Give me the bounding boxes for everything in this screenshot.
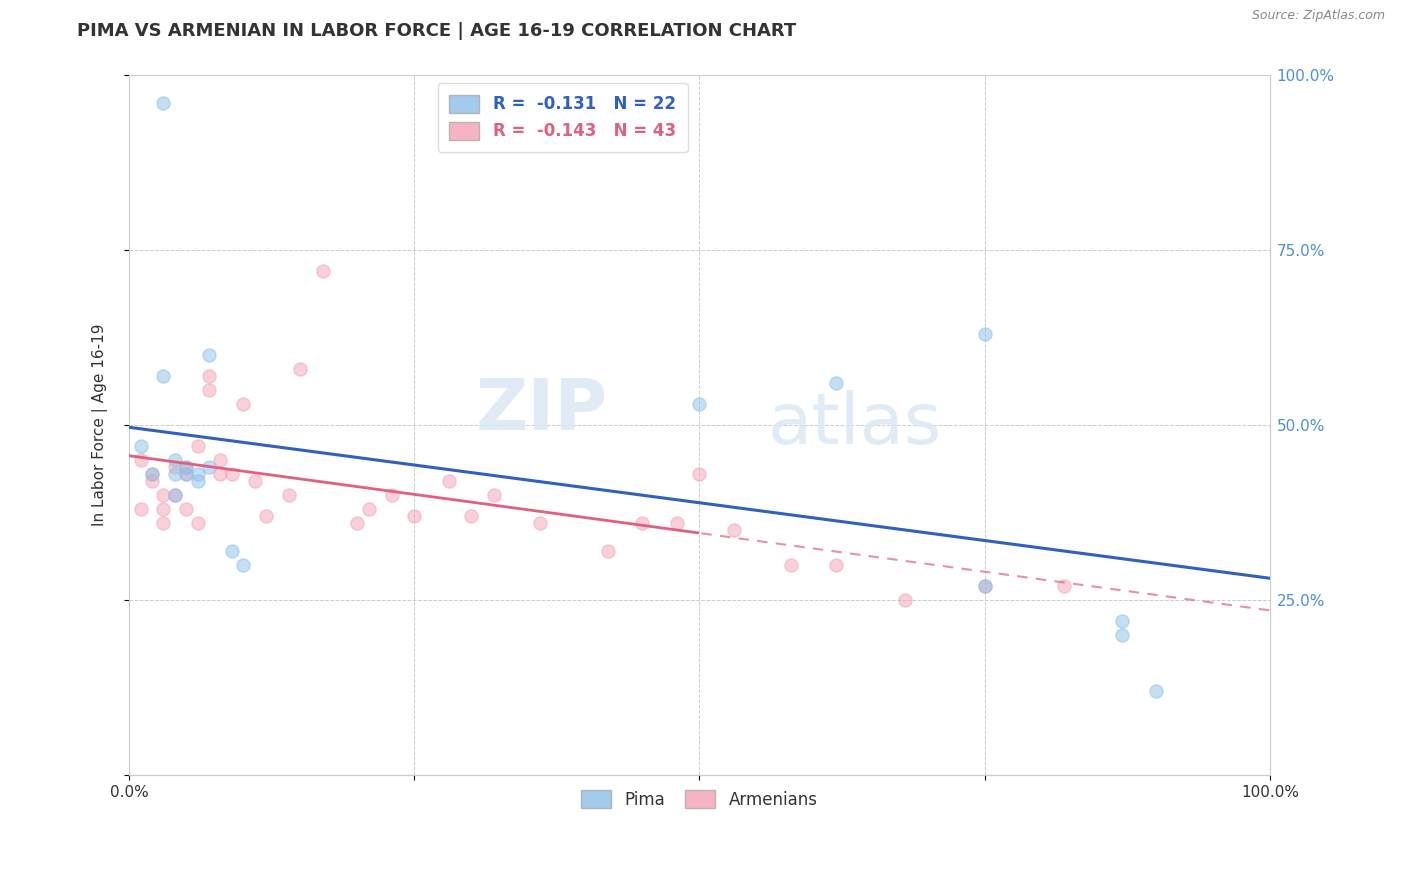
Point (152, 488, 174, 502)
Point (174, 467, 197, 481)
Point (174, 459, 197, 474)
Point (460, 508, 482, 523)
Text: ZIP: ZIP (477, 376, 609, 445)
Point (973, 579, 995, 593)
Point (163, 452, 186, 467)
Point (290, 361, 312, 376)
Point (141, 467, 163, 481)
Point (163, 459, 186, 474)
Point (598, 543, 620, 558)
Point (221, 467, 243, 481)
Point (152, 501, 174, 516)
Point (1111, 628, 1133, 642)
Point (232, 397, 254, 411)
Point (357, 501, 380, 516)
Point (380, 488, 402, 502)
Point (825, 376, 848, 390)
Point (723, 523, 745, 537)
Point (312, 263, 335, 277)
Point (152, 368, 174, 383)
Point (243, 474, 266, 488)
Point (973, 579, 995, 593)
Text: Source: ZipAtlas.com: Source: ZipAtlas.com (1251, 9, 1385, 22)
Point (129, 501, 152, 516)
Point (129, 452, 152, 467)
Point (187, 439, 209, 453)
Point (129, 439, 152, 453)
Point (221, 543, 243, 558)
Point (163, 488, 186, 502)
Point (198, 368, 221, 383)
Point (232, 558, 254, 572)
Point (209, 452, 232, 467)
Point (277, 488, 299, 502)
Point (163, 488, 186, 502)
Point (482, 488, 505, 502)
Point (187, 467, 209, 481)
Point (152, 95, 174, 110)
Point (1053, 579, 1076, 593)
Point (689, 467, 711, 481)
Point (1144, 683, 1167, 698)
Point (198, 348, 221, 362)
Point (163, 467, 186, 481)
Point (973, 326, 995, 341)
Point (825, 558, 848, 572)
Point (631, 516, 654, 530)
Point (174, 501, 197, 516)
Point (174, 467, 197, 481)
Text: PIMA VS ARMENIAN IN LABOR FORCE | AGE 16-19 CORRELATION CHART: PIMA VS ARMENIAN IN LABOR FORCE | AGE 16… (77, 22, 797, 40)
Point (665, 516, 688, 530)
Point (346, 516, 368, 530)
Point (141, 474, 163, 488)
Point (198, 383, 221, 397)
Point (174, 459, 197, 474)
Legend: Pima, Armenians: Pima, Armenians (575, 783, 824, 815)
Point (404, 508, 426, 523)
Point (1111, 614, 1133, 628)
Point (779, 558, 801, 572)
Text: atlas: atlas (768, 390, 942, 459)
Point (187, 516, 209, 530)
Point (254, 508, 277, 523)
Point (152, 516, 174, 530)
Y-axis label: In Labor Force | Age 16-19: In Labor Force | Age 16-19 (93, 324, 108, 526)
Point (894, 592, 917, 607)
Point (437, 474, 460, 488)
Point (187, 474, 209, 488)
Point (209, 467, 232, 481)
Point (198, 459, 221, 474)
Point (141, 467, 163, 481)
Point (689, 397, 711, 411)
Point (529, 516, 551, 530)
